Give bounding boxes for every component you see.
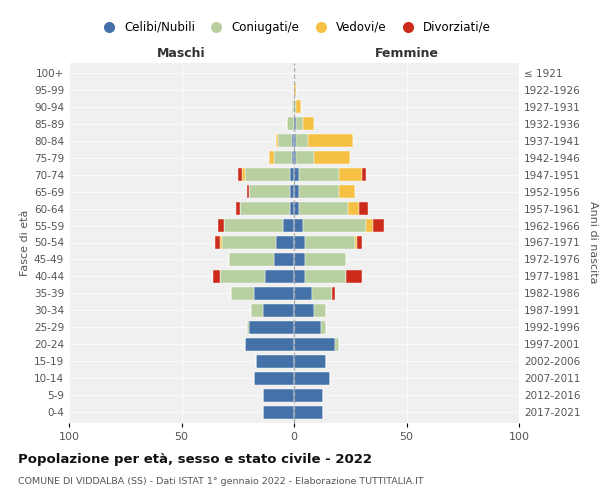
Bar — [247, 185, 249, 198]
Bar — [254, 287, 294, 300]
Bar — [294, 100, 296, 113]
Bar — [235, 202, 240, 215]
Y-axis label: Fasce di età: Fasce di età — [20, 210, 30, 276]
Bar — [355, 236, 357, 249]
Bar — [276, 134, 278, 147]
Bar — [339, 185, 355, 198]
Bar — [269, 151, 274, 164]
Legend: Celibi/Nubili, Coniugati/e, Vedovi/e, Divorziati/e: Celibi/Nubili, Coniugati/e, Vedovi/e, Di… — [92, 16, 496, 38]
Bar — [290, 202, 294, 215]
Bar — [245, 338, 294, 351]
Bar — [305, 270, 346, 283]
Bar — [299, 185, 339, 198]
Bar — [254, 372, 294, 384]
Bar — [294, 270, 305, 283]
Bar — [314, 304, 325, 317]
Bar — [220, 236, 222, 249]
Bar — [224, 219, 283, 232]
Bar — [292, 151, 294, 164]
Bar — [294, 151, 296, 164]
Bar — [294, 406, 323, 418]
Text: COMUNE DI VIDDALBA (SS) - Dati ISTAT 1° gennaio 2022 - Elaborazione TUTTITALIA.I: COMUNE DI VIDDALBA (SS) - Dati ISTAT 1° … — [18, 478, 424, 486]
Bar — [294, 202, 299, 215]
Bar — [222, 236, 276, 249]
Bar — [247, 321, 249, 334]
Bar — [276, 236, 294, 249]
Text: Maschi: Maschi — [157, 47, 206, 60]
Bar — [256, 355, 294, 368]
Bar — [361, 168, 366, 181]
Bar — [303, 118, 314, 130]
Text: Popolazione per età, sesso e stato civile - 2022: Popolazione per età, sesso e stato civil… — [18, 452, 372, 466]
Bar — [294, 168, 299, 181]
Bar — [314, 151, 350, 164]
Bar — [290, 168, 294, 181]
Bar — [218, 219, 224, 232]
Bar — [249, 321, 294, 334]
Bar — [299, 168, 339, 181]
Bar — [294, 219, 303, 232]
Bar — [238, 168, 242, 181]
Bar — [339, 168, 361, 181]
Bar — [335, 338, 339, 351]
Bar — [366, 219, 373, 232]
Text: Femmine: Femmine — [374, 47, 439, 60]
Bar — [373, 219, 384, 232]
Bar — [283, 219, 294, 232]
Bar — [215, 236, 220, 249]
Bar — [321, 321, 325, 334]
Bar — [296, 118, 303, 130]
Bar — [263, 304, 294, 317]
Bar — [287, 118, 294, 130]
Bar — [294, 321, 321, 334]
Bar — [294, 338, 335, 351]
Bar — [296, 134, 308, 147]
Bar — [245, 168, 290, 181]
Bar — [292, 134, 294, 147]
Bar — [359, 202, 368, 215]
Bar — [240, 202, 290, 215]
Bar — [294, 84, 296, 96]
Bar — [294, 287, 312, 300]
Bar — [308, 134, 353, 147]
Bar — [263, 406, 294, 418]
Bar — [242, 168, 245, 181]
Bar — [213, 270, 220, 283]
Bar — [294, 304, 314, 317]
Bar — [231, 287, 254, 300]
Bar — [294, 355, 325, 368]
Bar — [294, 118, 296, 130]
Bar — [294, 372, 330, 384]
Bar — [312, 287, 332, 300]
Bar — [294, 389, 323, 402]
Bar — [305, 236, 355, 249]
Bar — [332, 287, 335, 300]
Bar — [294, 185, 299, 198]
Bar — [294, 134, 296, 147]
Bar — [263, 389, 294, 402]
Bar — [299, 202, 348, 215]
Bar — [294, 253, 305, 266]
Bar — [274, 151, 292, 164]
Bar — [348, 202, 359, 215]
Bar — [229, 253, 274, 266]
Bar — [303, 219, 366, 232]
Bar — [249, 185, 290, 198]
Y-axis label: Anni di nascita: Anni di nascita — [587, 201, 598, 284]
Bar — [296, 151, 314, 164]
Bar — [265, 270, 294, 283]
Bar — [292, 100, 294, 113]
Bar — [251, 304, 263, 317]
Bar — [357, 236, 361, 249]
Bar — [296, 100, 301, 113]
Bar — [294, 236, 305, 249]
Bar — [278, 134, 292, 147]
Bar — [346, 270, 361, 283]
Bar — [220, 270, 265, 283]
Bar — [305, 253, 346, 266]
Bar — [274, 253, 294, 266]
Bar — [290, 185, 294, 198]
